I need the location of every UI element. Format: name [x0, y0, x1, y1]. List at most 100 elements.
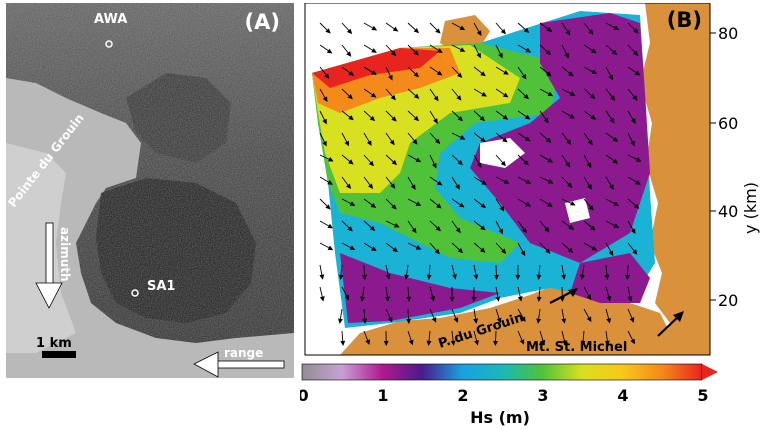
vector-arrowhead [519, 339, 525, 345]
vector-arrowhead [625, 274, 631, 281]
vector-arrowhead [435, 28, 441, 34]
azimuth-arrow-icon [35, 222, 63, 309]
colorbar-tick: 5 [697, 386, 708, 405]
vector-arrowhead [523, 160, 529, 166]
vector-arrowhead [415, 201, 422, 206]
vector-arrowhead [455, 227, 461, 234]
vector-arrowhead [536, 296, 542, 302]
vector-arrowhead [495, 296, 501, 302]
vector-arrowhead [456, 95, 462, 101]
vector-arrowhead [523, 27, 530, 33]
vector-arrowhead [455, 184, 460, 190]
vector-arrowhead [450, 340, 456, 346]
vector-arrowhead [632, 249, 638, 255]
vector-arrowhead [370, 92, 377, 98]
vector-arrowhead [586, 162, 592, 169]
vector-arrowhead [426, 340, 432, 346]
y-axis-label: y (km) [741, 182, 760, 234]
vector-arrowhead [569, 200, 576, 206]
y-tick: 20 [718, 291, 738, 310]
vector-arrowhead [586, 294, 592, 301]
vector-arrowhead [503, 179, 510, 184]
vector-arrowhead [413, 71, 420, 78]
wave-field-red [312, 48, 440, 88]
vector-arrowhead [338, 318, 343, 324]
vector-arrowhead [545, 49, 552, 56]
vector-arrowhead [449, 296, 455, 303]
vector-arrowhead [590, 114, 597, 120]
vector-arrowhead [476, 30, 482, 37]
vector-arrowhead [368, 160, 374, 167]
vector-arrowhead [630, 338, 635, 345]
vector-arrowhead [391, 116, 397, 122]
vector-arrowhead [459, 135, 466, 140]
colorbar-title: Hs (m) [470, 408, 530, 427]
vector-arrowhead [324, 73, 330, 79]
vector-arrowhead [588, 29, 594, 35]
vector-arrowhead [520, 316, 526, 323]
vector-arrowhead [608, 250, 614, 257]
vector-arrowhead [392, 247, 398, 253]
vector-arrowhead [481, 91, 487, 97]
vector-arrowhead [348, 159, 354, 165]
vector-arrowhead [493, 274, 499, 281]
vector-arrowhead [604, 274, 610, 280]
vector-arrowhead [327, 223, 334, 229]
vector-arrowhead [457, 72, 463, 78]
vector-arrowhead [606, 295, 612, 302]
vector-arrowhead [635, 179, 641, 185]
scale-label: 1 km [36, 336, 72, 351]
vector-arrowhead [319, 274, 325, 280]
vector-arrowhead [322, 140, 327, 147]
vector-arrowhead [568, 224, 575, 230]
vector-arrowhead [611, 49, 618, 56]
vector-arrowhead [459, 25, 466, 31]
vector-arrowhead [344, 294, 349, 301]
vector-arrowhead [430, 295, 435, 302]
vector-arrowhead [521, 73, 527, 80]
vector-arrowhead [627, 296, 633, 302]
vector-arrowhead [325, 28, 331, 34]
vector-arrowhead [633, 203, 640, 209]
vector-arrowhead [547, 91, 554, 97]
vector-arrowhead [404, 274, 410, 280]
vector-arrowhead [371, 48, 377, 53]
vector-arrowhead [525, 47, 532, 53]
vector-arrowhead [391, 159, 398, 166]
vector-arrowhead [480, 71, 486, 77]
vector-arrowhead [319, 296, 325, 302]
wave-field-low-bay [570, 253, 650, 303]
vector-arrowhead [568, 71, 574, 77]
vector-arrowhead [609, 117, 615, 124]
colorbar-tick: 1 [377, 386, 388, 405]
vector-arrowhead [545, 248, 551, 254]
vector-arrowhead [362, 274, 368, 281]
vector-arrowhead [383, 340, 389, 347]
vector-arrowhead [547, 157, 554, 163]
vector-arrowhead [459, 47, 466, 52]
vector-arrowhead [390, 94, 396, 101]
vector-arrowhead [340, 340, 346, 346]
vector-arrowhead [408, 339, 414, 346]
scale-bar [42, 351, 76, 358]
vector-arrowhead [365, 339, 370, 346]
vector-arrowhead [566, 139, 572, 145]
vector-arrowhead [371, 25, 378, 31]
vector-arrowhead [325, 204, 331, 210]
station-sa1-marker [131, 289, 139, 297]
vector-arrowhead [630, 140, 635, 147]
vector-arrowhead [500, 28, 506, 35]
vector-arrowhead [547, 179, 554, 184]
vector-arrowhead [569, 91, 576, 96]
vector-arrowhead [613, 201, 620, 207]
vector-arrowhead [362, 318, 368, 324]
vector-arrowhead [536, 274, 542, 280]
vector-arrowhead [613, 25, 620, 31]
vector-arrowhead [412, 139, 418, 145]
vector-arrowhead [608, 74, 614, 81]
vector-arrowhead [517, 296, 523, 302]
vector-arrowhead [567, 182, 573, 188]
vector-arrowhead [431, 317, 437, 323]
vector-arrowhead [436, 70, 443, 76]
vector-arrowhead [371, 246, 377, 252]
